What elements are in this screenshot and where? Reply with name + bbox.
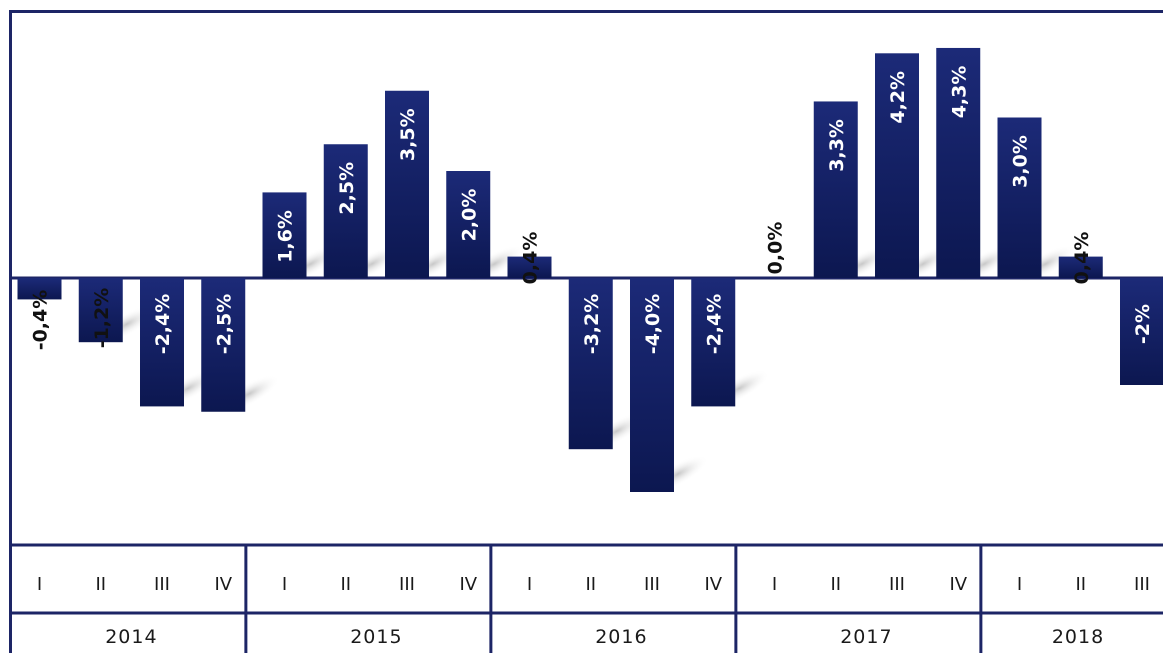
bar bbox=[997, 117, 1042, 278]
bar-data-label: 2,5% bbox=[336, 162, 358, 215]
bar bbox=[446, 171, 491, 278]
chart-frame bbox=[9, 10, 1163, 653]
year-tick-label: 2016 bbox=[595, 626, 647, 648]
year-tick-label: 2018 bbox=[1052, 626, 1104, 648]
bar-data-label: -4,0% bbox=[642, 294, 664, 355]
year-tick-label: 2017 bbox=[840, 626, 892, 648]
bar-data-label: -2,4% bbox=[703, 294, 725, 355]
bar-data-label: 3,3% bbox=[826, 119, 848, 172]
bar bbox=[568, 278, 613, 450]
quarter-tick-label: IV bbox=[704, 574, 722, 595]
bar bbox=[78, 278, 123, 343]
bar-data-label: 4,2% bbox=[887, 71, 909, 124]
bar bbox=[813, 101, 858, 278]
quarter-tick-label: IV bbox=[214, 574, 232, 595]
bar-data-label: -2,5% bbox=[213, 294, 235, 355]
bar bbox=[630, 278, 674, 492]
bar-data-label: 0,4% bbox=[1071, 232, 1093, 285]
quarter-tick-label: I bbox=[772, 574, 777, 595]
bar bbox=[1120, 278, 1163, 385]
bar bbox=[1058, 256, 1103, 278]
year-tick-label: 2015 bbox=[350, 626, 402, 648]
bar bbox=[17, 278, 62, 300]
year-tick-label: 2014 bbox=[105, 626, 157, 648]
quarter-tick-label: III bbox=[399, 574, 415, 595]
bar-data-label: 2,0% bbox=[458, 189, 480, 242]
quarter-tick-label: I bbox=[37, 574, 42, 595]
bar-data-label: 3,0% bbox=[1010, 135, 1032, 188]
bar-data-label: -2% bbox=[1132, 304, 1154, 344]
bar-data-label: 0,0% bbox=[765, 222, 787, 275]
quarter-tick-label: I bbox=[282, 574, 287, 595]
bar-data-label: -1,2% bbox=[91, 288, 113, 349]
quarter-tick-label: II bbox=[830, 574, 841, 595]
bar bbox=[936, 47, 981, 279]
bar-data-label: -3,2% bbox=[581, 294, 603, 355]
quarter-tick-label: I bbox=[527, 574, 532, 595]
bar-data-label: 4,3% bbox=[948, 66, 970, 119]
quarter-tick-label: III bbox=[1134, 574, 1150, 595]
quarter-tick-label: IV bbox=[949, 574, 967, 595]
quarter-tick-label: IV bbox=[459, 574, 477, 595]
bar bbox=[691, 278, 736, 407]
bar bbox=[385, 90, 429, 278]
quarter-tick-label: III bbox=[154, 574, 170, 595]
quarter-tick-label: II bbox=[95, 574, 106, 595]
quarter-tick-label: III bbox=[889, 574, 905, 595]
bar bbox=[875, 53, 919, 278]
bar bbox=[323, 144, 368, 278]
quarter-tick-label: III bbox=[644, 574, 660, 595]
quarter-tick-label: I bbox=[1017, 574, 1022, 595]
quarter-tick-label: II bbox=[340, 574, 351, 595]
quarter-tick-label: II bbox=[1075, 574, 1086, 595]
bar bbox=[507, 256, 552, 278]
bar bbox=[262, 192, 307, 278]
bar bbox=[140, 278, 184, 407]
quarter-tick-label: II bbox=[585, 574, 596, 595]
bar bbox=[201, 278, 246, 412]
bar-data-label: -0,4% bbox=[30, 290, 52, 351]
bar-data-label: 0,4% bbox=[520, 232, 542, 285]
bar-data-label: -2,4% bbox=[152, 294, 174, 355]
bar-data-label: 1,6% bbox=[275, 210, 297, 263]
bar-data-label: 3,5% bbox=[397, 108, 419, 161]
